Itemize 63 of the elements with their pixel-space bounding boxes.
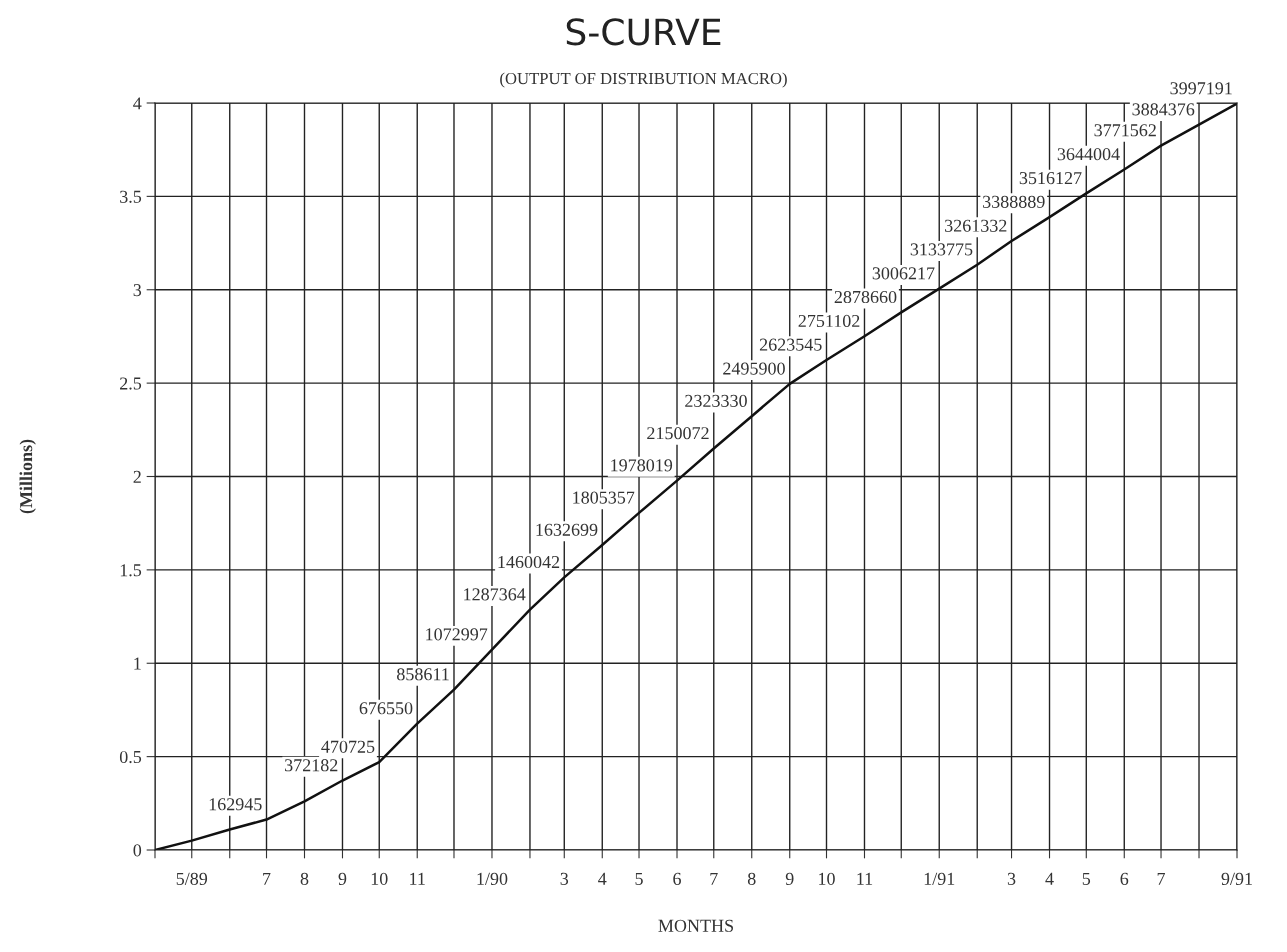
x-tick-label: 10 [371, 872, 388, 885]
x-tick-label: 4 [1045, 872, 1054, 885]
x-tick-label: 6 [1120, 872, 1129, 885]
annotation: 372182 [285, 759, 338, 772]
x-tick-label: 11 [857, 872, 873, 885]
x-tick-label: 7 [1157, 872, 1166, 885]
annotation: 2150072 [647, 427, 709, 440]
y-tick-label: 2.5 [120, 377, 142, 390]
y-tick-label: 1 [134, 657, 141, 670]
x-tick-label: 8 [300, 872, 309, 885]
x-tick-label: 9 [785, 872, 794, 885]
y-axis-title: (Millions) [19, 439, 36, 514]
x-axis-title: MONTHS [658, 919, 733, 932]
x-tick-label: 1/90 [477, 872, 508, 885]
line-series [155, 103, 1237, 850]
chart-subtitle: (OUTPUT OF DISTRIBUTION MACRO) [500, 72, 787, 88]
y-tick-label: 2 [133, 470, 141, 483]
annotation: 2495900 [723, 362, 785, 375]
annotation: 3997191 [1170, 82, 1232, 95]
x-tick-label: 8 [747, 872, 756, 885]
x-tick-label: 9/91 [1221, 872, 1252, 885]
annotation: 676550 [359, 702, 413, 715]
annotation: 162945 [209, 798, 262, 811]
x-tick-label: 10 [819, 872, 835, 885]
x-tick-label: 5 [635, 872, 643, 885]
annotation: 3133775 [910, 243, 973, 256]
x-tick-label: 3 [1007, 872, 1016, 885]
annotation: 858611 [397, 668, 449, 681]
annotation: 3261332 [945, 219, 1007, 232]
annotation: 1978019 [611, 459, 673, 472]
y-tick-label: 1.5 [120, 564, 142, 577]
annotation: 3388889 [983, 195, 1045, 208]
x-tick-label: 7 [710, 872, 718, 885]
x-tick-label: 1/91 [924, 872, 955, 885]
annotation: 2623545 [759, 338, 822, 351]
annotation: 1287364 [464, 588, 526, 601]
annotation: 3644004 [1057, 148, 1120, 161]
annotation: 1632699 [536, 523, 598, 536]
annotation: 3771562 [1094, 124, 1156, 137]
chart-title: S-CURVE [566, 18, 721, 46]
annotation: 3884376 [1132, 103, 1195, 116]
x-tick-label: 3 [560, 872, 569, 885]
annotation: 1805357 [573, 491, 635, 504]
y-tick-label: 3.5 [120, 190, 142, 203]
x-tick-label: 6 [673, 872, 681, 885]
annotation: 2751102 [798, 314, 860, 328]
x-tick-label: 11 [410, 872, 425, 885]
x-tick-label: 9 [338, 872, 347, 885]
annotation: 470725 [321, 740, 375, 753]
annotation: 2878660 [834, 290, 897, 304]
annotation: 3006217 [872, 267, 935, 280]
annotation: 2323330 [685, 394, 747, 407]
y-tick-label: 4 [133, 97, 142, 110]
x-tick-label: 5 [1082, 872, 1091, 885]
x-tick-label: 7 [263, 872, 271, 885]
y-tick-label: 0.5 [119, 750, 142, 764]
annotation: 1072997 [426, 628, 488, 641]
x-tick-label: 4 [598, 872, 607, 885]
x-tick-label: 5/89 [176, 872, 208, 885]
y-tick-label: 3 [133, 284, 142, 297]
y-tick-label: 0 [133, 844, 142, 857]
annotation: 3516127 [1019, 172, 1082, 185]
annotation: 1460042 [498, 555, 560, 569]
